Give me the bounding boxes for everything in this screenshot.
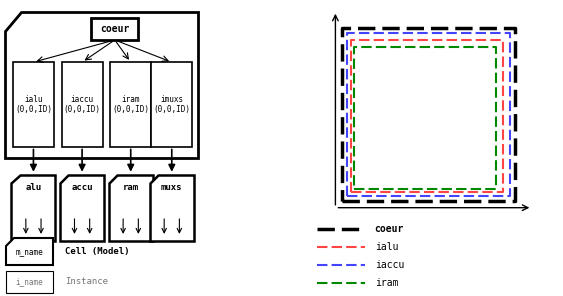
- Text: iram: iram: [375, 278, 398, 288]
- Text: accu: accu: [72, 184, 93, 192]
- Text: Cell (Model): Cell (Model): [65, 247, 130, 256]
- Text: ialu: ialu: [375, 242, 398, 252]
- Polygon shape: [150, 175, 194, 241]
- Text: iaccu: iaccu: [375, 260, 404, 270]
- Bar: [61, 62, 102, 147]
- Text: iaccu
(0,0,ID): iaccu (0,0,ID): [64, 95, 101, 114]
- Bar: [110, 62, 151, 147]
- Text: coeur: coeur: [100, 24, 129, 34]
- Text: alu: alu: [25, 184, 42, 192]
- Text: Instance: Instance: [65, 277, 108, 287]
- Text: coeur: coeur: [375, 224, 404, 234]
- Polygon shape: [60, 175, 104, 241]
- Bar: [6, 271, 53, 293]
- Bar: [13, 62, 54, 147]
- Text: iram
(0,0,ID): iram (0,0,ID): [112, 95, 149, 114]
- Polygon shape: [109, 175, 153, 241]
- Bar: [91, 18, 138, 40]
- Bar: [151, 62, 193, 147]
- Text: muxs: muxs: [161, 184, 182, 192]
- Text: m_name: m_name: [16, 247, 43, 256]
- Polygon shape: [5, 12, 198, 158]
- Polygon shape: [11, 175, 56, 241]
- Text: ialu
(0,0,ID): ialu (0,0,ID): [15, 95, 52, 114]
- Text: ram: ram: [123, 184, 139, 192]
- Polygon shape: [6, 238, 53, 265]
- Text: imuxs
(0,0,ID): imuxs (0,0,ID): [153, 95, 190, 114]
- Text: i_name: i_name: [16, 277, 43, 287]
